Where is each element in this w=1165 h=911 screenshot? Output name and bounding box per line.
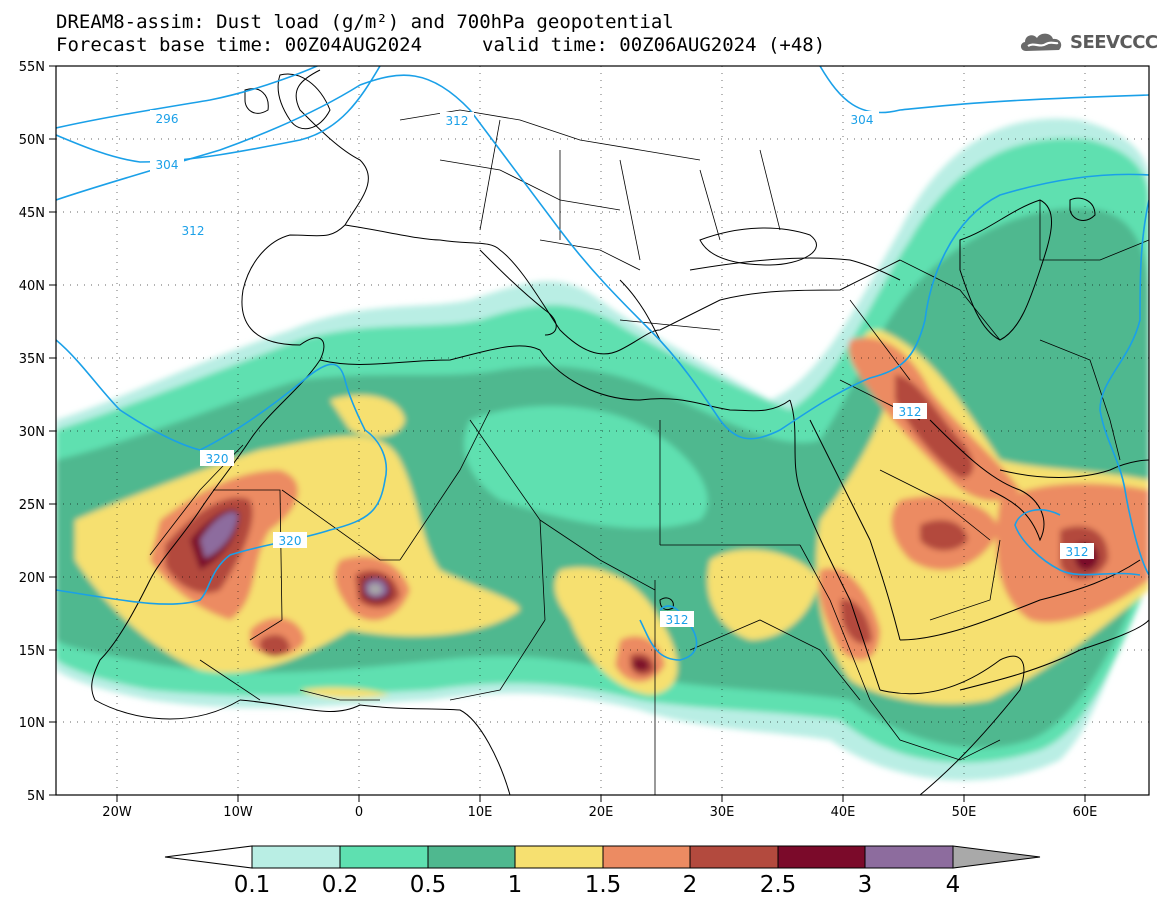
base-time-text: Forecast base time: 00Z04AUG2024 bbox=[56, 34, 423, 56]
svg-text:304: 304 bbox=[851, 113, 874, 127]
seevccc-logo: SEEVCCC bbox=[1018, 28, 1158, 56]
colorbar-label: 2 bbox=[682, 872, 698, 898]
colorbar-label: 0.2 bbox=[321, 872, 359, 898]
geopotential-contours bbox=[56, 66, 1149, 661]
svg-text:320: 320 bbox=[279, 534, 302, 548]
colorbar-label: 4 bbox=[945, 872, 961, 898]
colorbar-label: 3 bbox=[857, 872, 873, 898]
lat-label: 35N bbox=[19, 352, 45, 367]
lat-label: 55N bbox=[19, 60, 45, 75]
lat-label: 50N bbox=[19, 133, 45, 148]
valid-time-text: valid time: 00Z06AUG2024 (+48) bbox=[482, 34, 826, 56]
lat-label: 20N bbox=[19, 571, 45, 586]
colorbar-label: 1.5 bbox=[584, 872, 622, 898]
map-panel: 296 304 312 304 312 320 320 312 312 312 bbox=[56, 66, 1149, 795]
axis-ticks bbox=[49, 65, 1086, 802]
lon-label: 30E bbox=[710, 805, 735, 820]
lat-label: 40N bbox=[19, 279, 45, 294]
svg-text:312: 312 bbox=[446, 114, 469, 128]
lon-label: 50E bbox=[952, 805, 977, 820]
lat-label: 10N bbox=[19, 716, 45, 731]
colorbar-label: 2.5 bbox=[759, 872, 797, 898]
colorbar-bin bbox=[251, 845, 341, 869]
longitude-labels: 20W 10W 0 10E 20E 30E 40E 50E 60E bbox=[102, 805, 1097, 820]
svg-text:312: 312 bbox=[666, 613, 689, 627]
colorbar-bin bbox=[427, 845, 516, 869]
contour-labels: 296 304 312 304 312 320 320 312 312 312 bbox=[150, 110, 1094, 627]
contour-label-320-sahara: 320 bbox=[273, 532, 307, 548]
colorbar-bin bbox=[777, 845, 866, 869]
graticule bbox=[56, 66, 1149, 795]
latitude-labels: 55N 50N 45N 40N 35N 30N 25N 20N 15N 10N … bbox=[19, 60, 45, 804]
colorbar-under-arrow bbox=[164, 845, 253, 869]
lat-label: 5N bbox=[27, 789, 45, 804]
colorbar-over-arrow bbox=[952, 845, 1041, 869]
contour-label-312-iraq: 312 bbox=[893, 403, 927, 419]
lon-label: 0 bbox=[355, 805, 363, 820]
contour-label-312-west: 312 bbox=[176, 222, 210, 238]
contour-label-312-chad: 312 bbox=[660, 611, 694, 627]
svg-text:320: 320 bbox=[206, 452, 229, 466]
colorbar-label: 0.5 bbox=[409, 872, 447, 898]
dust-field bbox=[56, 118, 1149, 781]
title-line-1: DREAM8-assim: Dust load (g/m²) and 700hP… bbox=[56, 11, 674, 33]
colorbar-label: 1 bbox=[507, 872, 523, 898]
contour-label-320-coast: 320 bbox=[200, 450, 234, 466]
lon-label: 60E bbox=[1073, 805, 1098, 820]
lat-label: 30N bbox=[19, 425, 45, 440]
svg-text:296: 296 bbox=[156, 112, 179, 126]
lat-label: 45N bbox=[19, 206, 45, 221]
cloud-icon bbox=[1020, 33, 1062, 51]
lon-label: 10E bbox=[468, 805, 493, 820]
lon-label: 20W bbox=[102, 805, 132, 820]
svg-text:304: 304 bbox=[156, 158, 179, 172]
lat-label: 15N bbox=[19, 644, 45, 659]
colorbar-bin bbox=[339, 845, 429, 869]
lat-label: 25N bbox=[19, 498, 45, 513]
lon-label: 10W bbox=[223, 805, 253, 820]
lon-label: 40E bbox=[831, 805, 856, 820]
contour-label-304-west: 304 bbox=[150, 156, 184, 172]
colorbar-bin bbox=[689, 845, 779, 869]
colorbar-bin bbox=[602, 845, 691, 869]
logo-text: SEEVCCC bbox=[1070, 31, 1158, 53]
colorbar bbox=[164, 845, 1041, 869]
contour-label-304-east: 304 bbox=[845, 111, 879, 127]
colorbar-label: 0.1 bbox=[233, 872, 271, 898]
contour-label-312-europe: 312 bbox=[440, 112, 474, 128]
svg-text:312: 312 bbox=[1066, 545, 1089, 559]
svg-text:312: 312 bbox=[899, 405, 922, 419]
contour-label-312-oman: 312 bbox=[1060, 543, 1094, 559]
coastlines bbox=[91, 69, 1149, 795]
lon-label: 20E bbox=[589, 805, 614, 820]
title-line-2: Forecast base time: 00Z04AUG2024 valid ti… bbox=[56, 34, 825, 56]
colorbar-bin bbox=[514, 845, 604, 869]
svg-text:312: 312 bbox=[182, 224, 205, 238]
contour-label-296: 296 bbox=[150, 110, 184, 126]
country-borders bbox=[149, 109, 1149, 795]
colorbar-bin bbox=[864, 845, 954, 869]
